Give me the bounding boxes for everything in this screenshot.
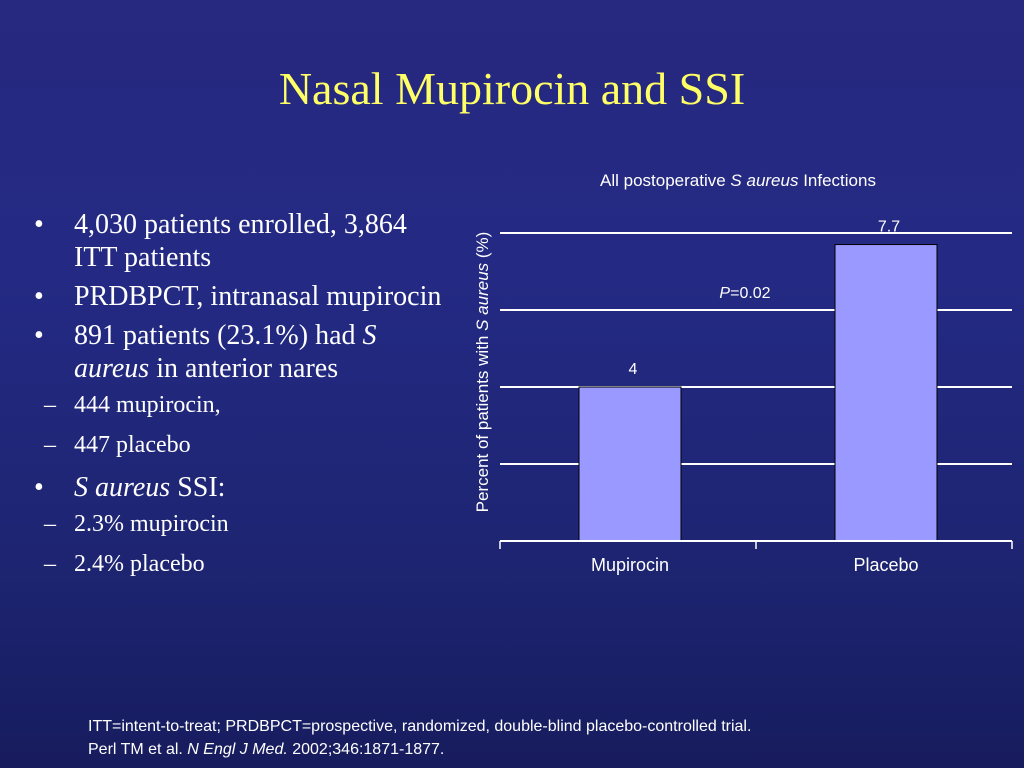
bullet-icon: •: [34, 472, 44, 503]
footnote-line-2: Perl TM et al. N Engl J Med. 2002;346:18…: [88, 738, 988, 761]
bullet-item: • S aureus SSI:: [30, 471, 450, 504]
bullet-text: 4,030 patients enrolled, 3,864 ITT patie…: [74, 209, 407, 273]
bullet-text-italic: S aureus: [74, 472, 171, 503]
bullet-text: PRDBPCT, intranasal mupirocin: [74, 281, 442, 312]
bullet-icon: •: [34, 281, 44, 312]
labels: 4 Mupirocin 7.7 Placebo: [591, 219, 919, 575]
sub-bullet-item: –2.4% placebo: [30, 550, 450, 579]
bullet-text-suffix: in anterior nares: [149, 353, 339, 384]
sub-bullet-item: –444 mupirocin,: [30, 391, 450, 420]
y-axis-label: Percent of patients with S aureus (%): [473, 232, 492, 513]
footnote: ITT=intent-to-treat; PRDBPCT=prospective…: [88, 715, 988, 761]
bullet-text-suffix: SSI:: [170, 472, 226, 503]
dash-icon: –: [44, 551, 56, 577]
x-tick-label: Mupirocin: [591, 555, 669, 575]
bullet-icon: •: [34, 209, 44, 240]
bullet-item: • 891 patients (23.1%) had S aureus in a…: [30, 319, 450, 385]
sub-bullet-item: –447 placebo: [30, 431, 450, 460]
p-value-annotation: P=0.02: [719, 285, 770, 302]
x-tick-label: Placebo: [853, 555, 918, 575]
dash-icon: –: [44, 511, 56, 537]
footnote-journal: N Engl J Med.: [187, 741, 288, 758]
data-label: 4: [629, 361, 638, 378]
sub-bullet-text: 444 mupirocin,: [74, 392, 221, 418]
sub-bullet-group: –2.3% mupirocin –2.4% placebo: [30, 510, 450, 579]
gridlines: [500, 232, 1012, 465]
sub-bullet-group: –444 mupirocin, –447 placebo: [30, 391, 450, 460]
bar: [834, 244, 938, 542]
bullet-icon: •: [34, 320, 44, 351]
bullet-item: • PRDBPCT, intranasal mupirocin: [30, 280, 450, 313]
bars: [578, 244, 938, 542]
bullet-list: • 4,030 patients enrolled, 3,864 ITT pat…: [30, 208, 450, 590]
bullet-item: • 4,030 patients enrolled, 3,864 ITT pat…: [30, 208, 450, 274]
x-axis: [499, 540, 1013, 549]
footnote-citation-suffix: 2002;346:1871-1877.: [287, 741, 445, 758]
sub-bullet-item: –2.3% mupirocin: [30, 510, 450, 539]
data-label: 7.7: [878, 219, 900, 236]
footnote-citation-prefix: Perl TM et al.: [88, 741, 188, 758]
chart-title: All postoperative S aureus Infections: [600, 171, 876, 190]
sub-bullet-text: 2.3% mupirocin: [74, 511, 229, 537]
bar: [578, 386, 682, 542]
sub-bullet-text: 447 placebo: [74, 432, 191, 458]
sub-bullet-text: 2.4% placebo: [74, 551, 205, 577]
bullet-text-prefix: 891 patients (23.1%) had: [74, 320, 363, 351]
footnote-line-1: ITT=intent-to-treat; PRDBPCT=prospective…: [88, 718, 752, 735]
bullet-text-italic: S aureus: [74, 320, 377, 384]
slide-title: Nasal Mupirocin and SSI: [278, 63, 746, 114]
dash-icon: –: [44, 432, 56, 458]
dash-icon: –: [44, 392, 56, 418]
